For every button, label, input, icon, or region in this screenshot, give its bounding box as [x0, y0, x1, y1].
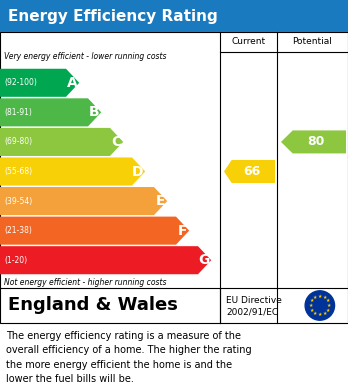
Text: ★: ★ [310, 298, 314, 303]
Text: Current: Current [231, 38, 266, 47]
Text: 66: 66 [243, 165, 260, 178]
Polygon shape [0, 158, 145, 186]
Text: Very energy efficient - lower running costs: Very energy efficient - lower running co… [4, 52, 166, 61]
Text: ★: ★ [322, 311, 326, 316]
Text: C: C [111, 135, 121, 149]
Polygon shape [0, 246, 211, 274]
Text: ★: ★ [318, 312, 322, 317]
Text: A: A [66, 76, 77, 90]
Text: Not energy efficient - higher running costs: Not energy efficient - higher running co… [4, 278, 166, 287]
Bar [0, 32, 348, 323]
Bar [0, 0, 348, 32]
Text: (21-38): (21-38) [4, 226, 32, 235]
Text: ★: ★ [309, 303, 313, 308]
Polygon shape [0, 187, 167, 215]
Text: EU Directive: EU Directive [226, 296, 282, 305]
Text: 2002/91/EC: 2002/91/EC [226, 307, 278, 316]
Polygon shape [0, 217, 189, 245]
Text: (81-91): (81-91) [4, 108, 32, 117]
Text: ★: ★ [325, 308, 330, 312]
Text: (1-20): (1-20) [4, 256, 27, 265]
Polygon shape [0, 98, 101, 126]
Text: 80: 80 [307, 135, 324, 149]
Text: ★: ★ [313, 311, 317, 316]
Text: (39-54): (39-54) [4, 197, 32, 206]
Text: ★: ★ [310, 308, 314, 312]
Text: ★: ★ [313, 295, 317, 300]
Text: D: D [132, 165, 143, 179]
Polygon shape [224, 160, 275, 183]
Text: ★: ★ [327, 303, 331, 308]
Text: B: B [89, 105, 99, 119]
Text: G: G [198, 253, 209, 267]
Polygon shape [0, 128, 123, 156]
Text: The energy efficiency rating is a measure of the
overall efficiency of a home. T: The energy efficiency rating is a measur… [6, 331, 252, 384]
Polygon shape [0, 69, 79, 97]
Text: ★: ★ [322, 295, 326, 300]
Text: Potential: Potential [293, 38, 332, 47]
Text: (55-68): (55-68) [4, 167, 32, 176]
Polygon shape [281, 131, 346, 153]
Text: F: F [178, 224, 187, 238]
Text: England & Wales: England & Wales [8, 296, 178, 314]
Circle shape [305, 291, 334, 320]
Text: (92-100): (92-100) [4, 78, 37, 87]
Text: E: E [156, 194, 165, 208]
Text: Energy Efficiency Rating: Energy Efficiency Rating [8, 9, 218, 23]
Text: (69-80): (69-80) [4, 137, 32, 146]
Text: ★: ★ [318, 294, 322, 299]
Text: ★: ★ [325, 298, 330, 303]
